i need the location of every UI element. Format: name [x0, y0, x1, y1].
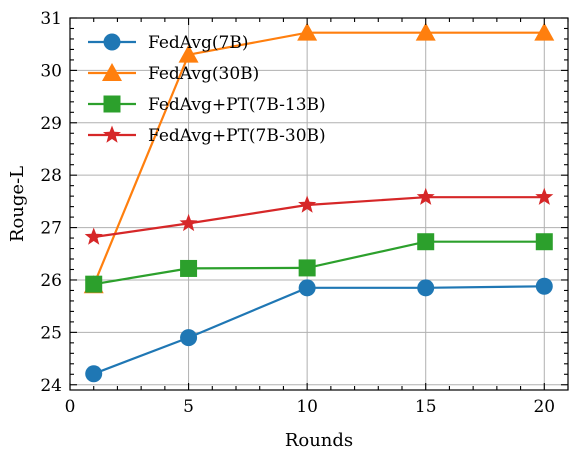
data-point [84, 227, 103, 245]
legend-marker [103, 95, 121, 113]
data-point [415, 22, 436, 41]
data-point [298, 279, 316, 297]
x-tick-label: 20 [533, 397, 555, 417]
series-layer [83, 22, 555, 383]
data-point [417, 233, 435, 251]
y-tick-label: 29 [40, 114, 62, 134]
data-point [298, 259, 316, 277]
y-tick-label: 26 [40, 271, 62, 291]
x-tick-label: 0 [65, 397, 76, 417]
data-point [85, 365, 103, 383]
data-point [297, 22, 318, 41]
legend-item: FedAvg+PT(7B-30B) [88, 125, 326, 146]
data-point [534, 22, 555, 41]
x-tick-label: 5 [183, 397, 194, 417]
y-tick-label: 25 [40, 323, 62, 343]
data-point [85, 275, 103, 293]
legend-item: FedAvg(7B) [88, 33, 248, 53]
y-tick-label: 30 [40, 61, 62, 81]
ticks: 0 5 10 15 20 24 25 26 27 28 29 30 31 [40, 9, 569, 417]
data-point [417, 279, 435, 297]
series-line [93, 285, 545, 375]
series-line [93, 240, 545, 286]
legend-label: FedAvg(7B) [148, 33, 248, 53]
data-point [180, 329, 198, 347]
x-axis-label: Rounds [285, 430, 353, 451]
x-tick-label: 10 [296, 397, 318, 417]
data-point [298, 195, 317, 213]
legend-item: FedAvg+PT(7B-13B) [88, 95, 326, 115]
plot-frame [69, 17, 569, 391]
legend-label: FedAvg+PT(7B-13B) [148, 95, 326, 115]
data-point [178, 44, 199, 63]
legend-marker [102, 63, 122, 81]
legend-item: FedAvg(30B) [88, 63, 259, 84]
y-tick-label: 28 [40, 166, 62, 186]
series-3 [84, 187, 554, 245]
legend: FedAvg(7B) FedAvg(30B) FedAvg+PT(7B-13B) Fe… [88, 33, 326, 146]
legend-marker [103, 125, 121, 143]
y-tick-label: 24 [40, 376, 62, 396]
legend-marker [103, 33, 121, 51]
data-point [179, 213, 198, 232]
legend-label: FedAvg+PT(7B-30B) [148, 126, 326, 146]
series-2 [85, 233, 553, 293]
data-point [180, 259, 198, 277]
data-point [535, 187, 554, 205]
series-line [93, 196, 545, 239]
y-tick-label: 31 [40, 9, 62, 29]
series-0 [85, 277, 553, 383]
data-point [535, 277, 553, 295]
legend-label: FedAvg(30B) [148, 64, 259, 84]
x-tick-label: 15 [415, 397, 437, 417]
data-point [535, 233, 553, 251]
y-axis-label: Rouge-L [7, 166, 28, 242]
data-point [416, 187, 435, 205]
y-tick-label: 27 [40, 219, 62, 239]
